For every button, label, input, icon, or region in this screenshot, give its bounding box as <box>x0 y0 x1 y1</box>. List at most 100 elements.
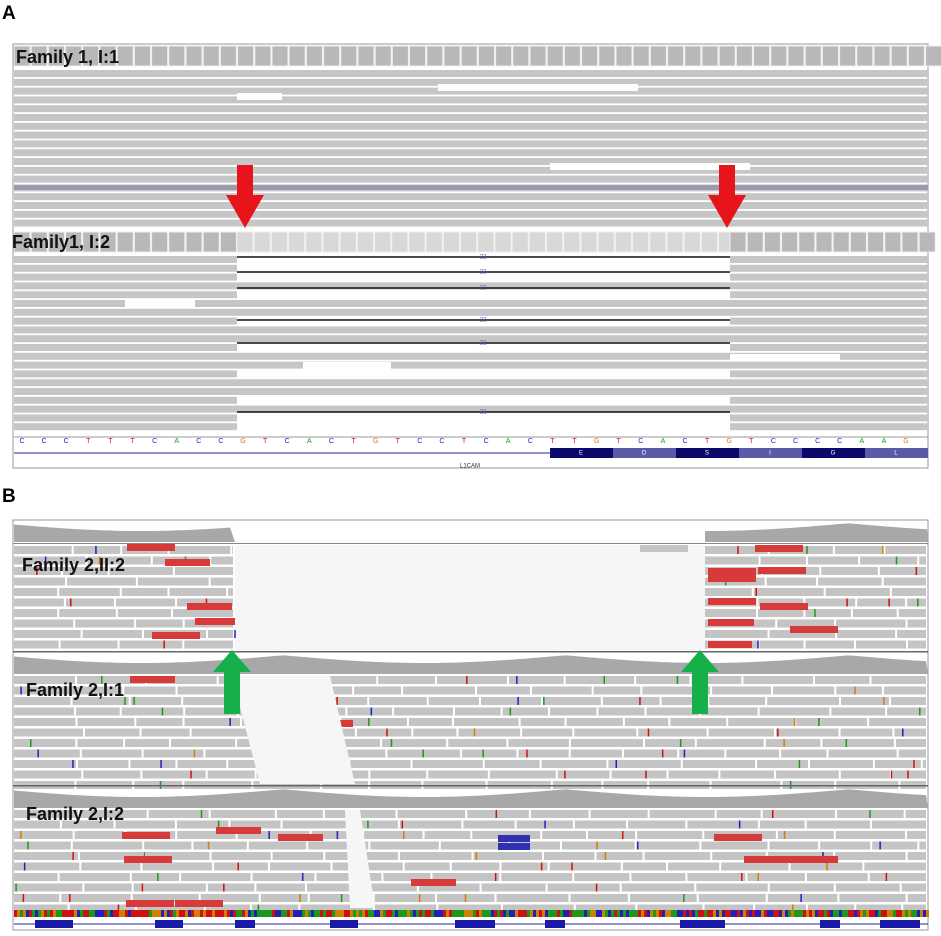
read <box>687 820 758 829</box>
coverage <box>705 523 928 542</box>
read <box>14 70 928 77</box>
read <box>508 676 564 684</box>
mismatch <box>15 883 17 892</box>
read <box>76 676 145 684</box>
base: C <box>152 438 157 445</box>
sequence-base <box>749 910 752 917</box>
sequence-base <box>809 910 812 917</box>
sequence-base <box>119 910 122 917</box>
sequence-base <box>101 910 104 917</box>
read <box>14 619 74 628</box>
read <box>815 676 870 684</box>
discordant-read <box>708 575 756 582</box>
sequence-base <box>887 910 890 917</box>
mismatch <box>738 820 741 829</box>
sequence-base <box>605 910 608 917</box>
read <box>237 405 730 413</box>
coverage-bin <box>614 231 632 253</box>
read <box>696 739 764 747</box>
panel-b <box>12 519 929 931</box>
read <box>887 707 926 716</box>
mismatch <box>890 770 893 779</box>
base: T <box>263 438 268 445</box>
sequence-base <box>245 910 248 917</box>
discordant-read <box>187 603 232 610</box>
mismatch <box>818 718 820 726</box>
coverage-bin <box>632 231 650 253</box>
read <box>109 567 173 575</box>
mismatch <box>757 873 759 881</box>
coverage-bin <box>649 45 667 67</box>
sequence-base <box>686 910 689 917</box>
read <box>700 707 758 716</box>
mismatch <box>141 883 144 892</box>
read <box>131 873 180 881</box>
sequence-base <box>62 910 65 917</box>
coverage-bin <box>563 45 581 67</box>
read <box>14 862 80 871</box>
sequence-base <box>680 910 683 917</box>
read <box>759 640 804 649</box>
sequence-base <box>332 910 335 917</box>
read <box>522 728 573 737</box>
sequence-base <box>500 910 503 917</box>
mismatch <box>193 749 196 758</box>
coverage-bin <box>907 45 925 67</box>
amino-acid-label: I <box>769 451 771 457</box>
base: C <box>815 438 820 445</box>
read <box>383 873 431 881</box>
sequence-base <box>758 910 761 917</box>
read <box>14 273 237 281</box>
sequence-base <box>158 910 161 917</box>
sequence-base <box>287 910 290 917</box>
sequence-base <box>788 910 791 917</box>
sequence-base <box>14 910 17 917</box>
coverage-bin <box>580 231 598 253</box>
read <box>69 904 135 913</box>
read <box>758 609 804 617</box>
read <box>596 852 643 860</box>
sequence-base <box>383 910 386 917</box>
mismatch <box>564 770 566 779</box>
read <box>143 749 204 758</box>
amino-acid-label: S <box>705 451 709 457</box>
discordant-read <box>411 879 456 886</box>
read <box>14 158 928 165</box>
read <box>14 718 76 726</box>
read <box>177 598 233 607</box>
sequence-base <box>53 910 56 917</box>
read <box>207 770 255 779</box>
read <box>418 883 480 892</box>
sequence-base <box>827 910 830 917</box>
sequence-base <box>560 910 563 917</box>
base: T <box>462 438 467 445</box>
coverage-bin <box>254 45 272 67</box>
sequence-base <box>623 910 626 917</box>
read <box>300 904 373 913</box>
sequence-base <box>275 910 278 917</box>
sequence-base <box>833 910 836 917</box>
read <box>730 423 928 431</box>
sequence-base <box>617 910 620 917</box>
sequence-base <box>215 910 218 917</box>
coverage-bin <box>546 45 564 67</box>
read <box>237 831 310 839</box>
sequence-base <box>104 910 107 917</box>
read <box>462 749 517 758</box>
coverage-bin <box>82 231 100 253</box>
sequence-base <box>677 910 680 917</box>
read <box>549 862 621 871</box>
sequence-base <box>650 910 653 917</box>
read <box>14 841 71 850</box>
read <box>730 273 928 281</box>
sequence-base <box>923 910 926 917</box>
read <box>857 598 906 607</box>
sequence-base <box>449 910 452 917</box>
sequence-base <box>731 910 734 917</box>
read <box>82 630 142 638</box>
sequence-base <box>284 910 287 917</box>
read <box>822 739 894 747</box>
base: C <box>682 438 687 445</box>
read <box>825 588 890 596</box>
coverage-bin <box>581 45 599 67</box>
